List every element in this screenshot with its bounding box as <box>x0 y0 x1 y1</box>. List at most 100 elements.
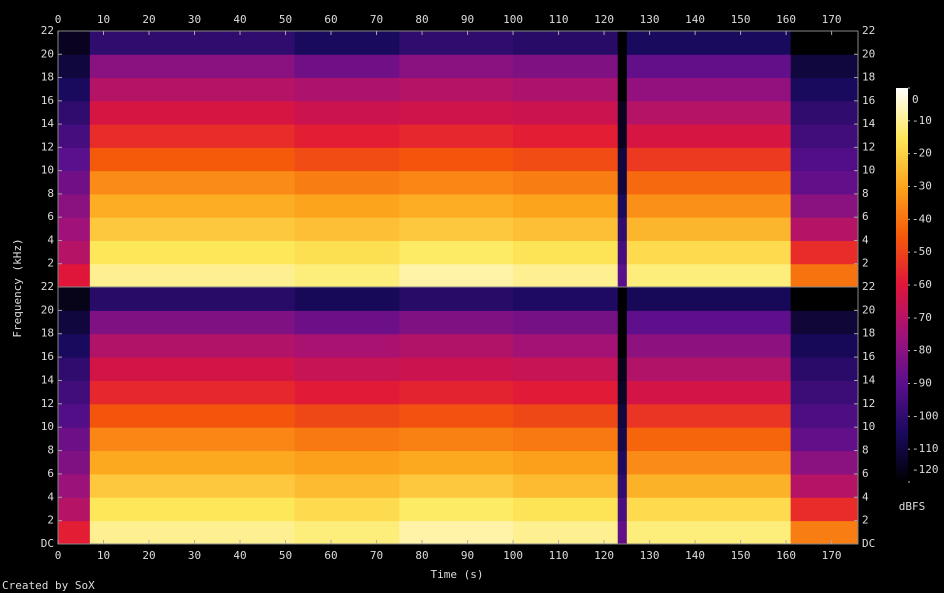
spectrogram-cell <box>294 450 400 475</box>
spectrogram-cell <box>790 310 859 335</box>
spectrogram-cell <box>89 193 296 218</box>
spectrogram-cell <box>399 287 514 311</box>
x-axis-label: Time (s) <box>431 568 484 581</box>
spectrogram-cell <box>89 240 296 265</box>
spectrogram-cell <box>626 147 792 172</box>
y-tick-label: 18 <box>41 71 54 84</box>
y-axis-label: Frequency (kHz) <box>11 238 24 337</box>
spectrogram-cell <box>89 170 296 195</box>
colorbar-label: dBFS <box>899 500 926 513</box>
spectrogram-cell <box>513 77 619 102</box>
spectrogram-cell <box>513 240 619 265</box>
x-tick-label-top: 30 <box>188 13 201 26</box>
y-tick-label-right: 10 <box>862 420 875 433</box>
x-tick-label: 80 <box>415 549 428 562</box>
spectrogram-cell <box>294 193 400 218</box>
y-tick-label-right: 14 <box>862 117 876 130</box>
y-tick-label-right: 20 <box>862 47 875 60</box>
spectrogram-cell <box>617 100 628 125</box>
x-tick-label: 160 <box>776 549 796 562</box>
colorbar-tick-label: -30 <box>912 180 932 193</box>
x-tick-label-top: 20 <box>142 13 155 26</box>
spectrogram-cell <box>617 333 628 358</box>
x-tick-label: 130 <box>640 549 660 562</box>
x-tick-label-top: 170 <box>822 13 842 26</box>
y-tick-label-right: 2 <box>862 514 869 527</box>
spectrogram-cell <box>294 497 400 522</box>
x-tick-label-top: 100 <box>503 13 523 26</box>
y-tick-label-right: 2 <box>862 257 869 270</box>
spectrogram-cell <box>513 427 619 452</box>
spectrogram-cell <box>58 193 91 218</box>
spectrogram-cell <box>294 217 400 241</box>
y-tick-label: 4 <box>47 233 54 246</box>
spectrogram-cell <box>790 333 859 358</box>
y-tick-label: 2 <box>47 257 54 270</box>
spectrogram-cell <box>513 403 619 428</box>
colorbar-tick-label: -60 <box>912 278 932 291</box>
spectrogram-cell <box>89 147 296 172</box>
colorbar-tick-label: -40 <box>912 212 932 225</box>
spectrogram-cell <box>626 380 792 405</box>
y-tick-label: 16 <box>41 94 54 107</box>
spectrogram-cell <box>58 263 91 288</box>
spectrogram-cell <box>399 310 514 335</box>
spectrogram-cell <box>617 54 628 79</box>
y-tick-label: 22 <box>41 280 54 293</box>
y-tick-label-right: 6 <box>862 467 869 480</box>
x-tick-label-top: 0 <box>55 13 62 26</box>
spectrogram-cell <box>294 333 400 358</box>
spectrogram-cell <box>617 520 628 545</box>
spectrogram-cell <box>399 380 514 405</box>
y-tick-label-right: 10 <box>862 164 875 177</box>
footer: Created by SoX <box>2 579 95 592</box>
spectrogram-cell <box>399 193 514 218</box>
spectrogram-cell <box>399 473 514 498</box>
spectrogram-cell <box>294 473 400 498</box>
spectrogram-cell <box>294 380 400 405</box>
spectrogram-cell <box>58 403 91 428</box>
spectrogram-cell <box>513 263 619 288</box>
y-tick-label-right: DC <box>862 537 875 550</box>
y-tick-label: 18 <box>41 327 54 340</box>
spectrogram-cell <box>513 124 619 148</box>
spectrogram-cell <box>790 100 859 125</box>
y-tick-label-right: 16 <box>862 94 875 107</box>
x-tick-label: 50 <box>279 549 292 562</box>
x-tick-label: 70 <box>370 549 383 562</box>
spectrogram-cell <box>626 100 792 125</box>
spectrogram-cell <box>294 54 400 79</box>
x-tick-label: 120 <box>594 549 614 562</box>
spectrogram-cell <box>626 54 792 79</box>
colorbar <box>896 88 908 482</box>
y-tick-label-right: 18 <box>862 327 875 340</box>
spectrogram-cell <box>626 287 792 311</box>
y-tick-label: 2 <box>47 514 54 527</box>
spectrogram-cell <box>399 77 514 102</box>
spectrogram-cell <box>89 497 296 522</box>
colorbar-tick-label: -90 <box>912 377 932 390</box>
x-tick-label-top: 10 <box>97 13 110 26</box>
y-tick-label-right: 8 <box>862 187 869 200</box>
y-tick-label-right: 4 <box>862 490 869 503</box>
y-tick-label: 20 <box>41 303 54 316</box>
spectrogram-cell <box>790 473 859 498</box>
spectrogram-cell <box>617 31 628 55</box>
spectrogram-cell <box>294 520 400 545</box>
spectrogram-cell <box>294 31 400 55</box>
spectrogram-cell <box>89 473 296 498</box>
spectrogram-cell <box>513 193 619 218</box>
spectrogram-cell <box>399 497 514 522</box>
spectrogram-cell <box>58 217 91 241</box>
y-tick-label-right: 8 <box>862 444 869 457</box>
spectrogram-cell <box>617 357 628 381</box>
spectrogram-cell <box>399 333 514 358</box>
spectrogram-cell <box>626 497 792 522</box>
spectrogram-cell <box>58 100 91 125</box>
spectrogram-cell <box>89 403 296 428</box>
x-tick-label-top: 160 <box>776 13 796 26</box>
spectrogram-cell <box>626 450 792 475</box>
spectrogram-cell <box>617 193 628 218</box>
spectrogram-cell <box>513 357 619 381</box>
spectrogram-cell <box>790 193 859 218</box>
